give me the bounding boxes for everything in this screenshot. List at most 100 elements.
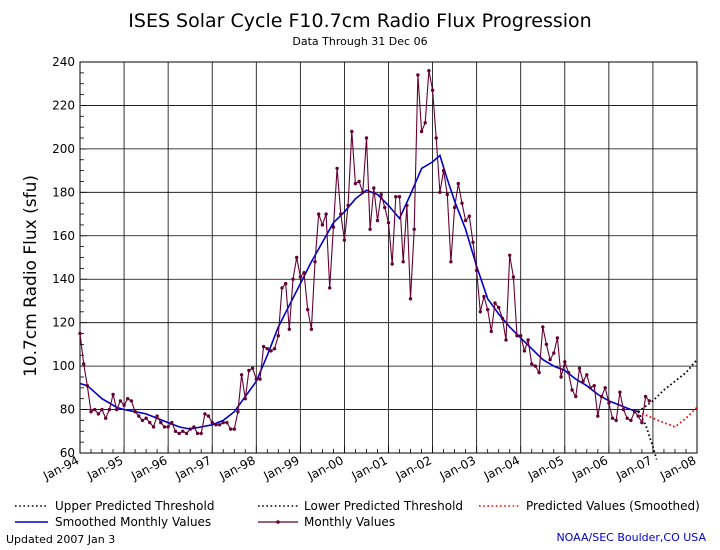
data-point <box>467 214 471 218</box>
series-line-upper-predicted-threshold <box>637 359 698 413</box>
data-point <box>100 407 104 412</box>
legend-item-upper-threshold: Upper Predicted Threshold <box>15 499 214 513</box>
data-point <box>504 338 508 342</box>
data-point <box>574 394 578 399</box>
data-point <box>618 390 622 394</box>
data-point <box>258 377 262 381</box>
x-tick-label: Jan-07 <box>613 453 654 483</box>
data-point <box>78 331 82 336</box>
data-point <box>508 253 512 257</box>
data-point <box>460 201 464 205</box>
data-point <box>85 384 90 388</box>
data-point <box>195 431 200 436</box>
data-point <box>350 129 354 134</box>
series-line-lower-predicted-threshold <box>637 411 658 460</box>
data-point <box>493 301 497 305</box>
data-point <box>401 260 405 264</box>
data-point <box>317 212 321 216</box>
data-point <box>302 271 306 275</box>
data-point <box>89 410 93 414</box>
legend-label-smoothed: Smoothed Monthly Values <box>55 515 211 529</box>
x-tick-label: Jan-01 <box>349 453 390 483</box>
grid-lines <box>79 61 698 454</box>
data-point <box>122 403 126 407</box>
x-tick-label: Jan-08 <box>657 453 698 483</box>
legend-label-lower-threshold: Lower Predicted Threshold <box>304 499 463 513</box>
x-tick-label: Jan-96 <box>128 453 169 483</box>
data-point <box>320 223 325 227</box>
series-predicted-values-smoothed <box>637 406 698 428</box>
data-point <box>408 297 413 301</box>
series-upper-predicted-threshold <box>637 359 698 413</box>
y-tick-label: 120 <box>52 316 75 330</box>
data-point <box>596 414 600 418</box>
data-point <box>643 394 648 399</box>
data-point <box>192 425 196 429</box>
data-point <box>405 203 409 208</box>
data-point <box>140 418 145 423</box>
data-point <box>93 407 97 412</box>
data-point <box>162 425 167 429</box>
data-point <box>559 375 563 379</box>
y-tick-labels: 60 80 100 120 140 160 180 200 220 240 <box>52 55 75 460</box>
data-point <box>188 427 192 431</box>
data-point <box>599 394 604 399</box>
data-point <box>166 425 170 429</box>
data-point <box>430 88 435 92</box>
series-layer <box>78 69 698 460</box>
data-point <box>394 195 398 199</box>
series-line-monthly-values <box>79 70 650 435</box>
data-point <box>474 268 479 273</box>
data-point <box>566 370 571 375</box>
data-point <box>427 69 431 73</box>
data-point <box>82 362 86 366</box>
data-point <box>276 334 280 338</box>
data-point <box>199 431 203 436</box>
x-tick-label: Jan-95 <box>84 453 125 483</box>
data-point <box>177 431 181 436</box>
data-point <box>96 412 101 416</box>
legend: Upper Predicted Threshold Lower Predicte… <box>15 499 700 529</box>
data-point <box>335 166 339 171</box>
data-point <box>126 397 130 401</box>
data-point <box>482 294 486 299</box>
data-point <box>386 221 391 225</box>
y-tick-label: 80 <box>60 403 75 417</box>
data-point <box>585 373 589 377</box>
data-point <box>111 392 115 397</box>
data-point <box>563 360 567 364</box>
data-point <box>372 186 376 190</box>
x-tick-label: Jan-03 <box>437 453 478 483</box>
x-tick-labels: Jan-94 Jan-95 Jan-96 Jan-97 Jan-98 Jan-99 Jan-… <box>40 453 698 483</box>
data-point <box>478 310 482 314</box>
data-point <box>269 349 273 353</box>
data-point <box>640 420 644 425</box>
data-point <box>291 277 295 281</box>
data-point <box>526 338 530 342</box>
x-tick-label: Jan-05 <box>525 453 566 483</box>
data-point <box>247 368 251 373</box>
data-point <box>324 212 328 216</box>
data-point <box>265 347 269 351</box>
data-point <box>287 327 291 331</box>
data-point <box>519 334 523 338</box>
data-point <box>284 281 288 286</box>
data-point <box>148 420 152 425</box>
data-point <box>170 420 174 425</box>
source-credit: NOAA/SEC Boulder,CO USA <box>556 531 706 544</box>
data-point <box>239 373 244 377</box>
legend-item-lower-threshold: Lower Predicted Threshold <box>258 499 463 513</box>
legend-item-monthly: Monthly Values <box>258 515 395 529</box>
data-point <box>489 329 493 334</box>
data-point <box>368 227 372 231</box>
data-point <box>272 347 277 351</box>
x-tick-label: Jan-99 <box>261 453 302 483</box>
y-tick-label: 60 <box>60 446 75 460</box>
x-tick-label: Jan-97 <box>172 453 213 483</box>
data-point <box>456 181 460 186</box>
data-point <box>214 423 218 427</box>
data-point <box>309 327 314 331</box>
data-point <box>306 307 310 312</box>
data-point <box>614 418 618 423</box>
